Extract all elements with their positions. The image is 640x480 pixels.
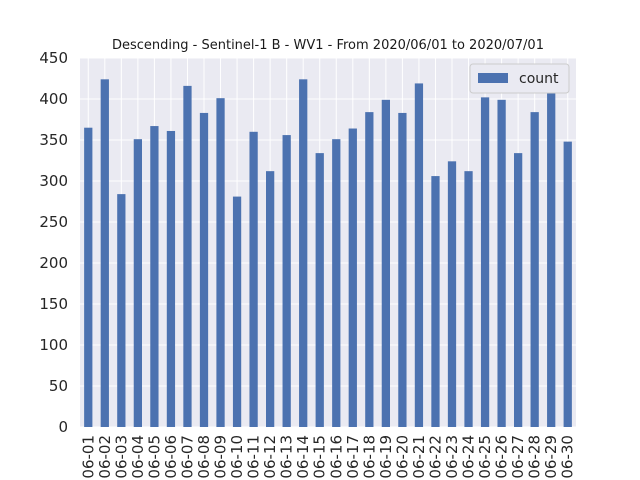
y-tick-label: 0	[58, 418, 68, 436]
y-tick-label: 200	[39, 254, 68, 272]
x-tick-label: 06-11	[245, 435, 263, 479]
bar	[563, 141, 572, 427]
bar	[100, 79, 109, 427]
x-tick-label: 06-13	[278, 435, 296, 479]
bars	[84, 79, 572, 428]
y-tick-label: 400	[39, 90, 68, 108]
y-tick-label: 300	[39, 172, 68, 190]
bar	[249, 131, 258, 428]
x-tick-label: 06-19	[377, 435, 395, 479]
y-tick-label: 50	[49, 377, 68, 395]
x-tick-label: 06-18	[360, 435, 378, 479]
bar	[232, 196, 242, 427]
x-tick-label: 06-10	[228, 435, 246, 479]
x-tick-label: 06-29	[542, 435, 560, 479]
x-tick-label: 06-27	[509, 435, 527, 479]
x-tick-label: 06-26	[493, 435, 511, 479]
bar	[117, 194, 126, 427]
bar	[332, 139, 341, 427]
legend: count	[469, 63, 570, 94]
bar	[514, 153, 523, 427]
x-tick-label: 06-21	[410, 435, 428, 479]
bar	[299, 79, 308, 427]
bar	[315, 153, 324, 427]
bar	[547, 81, 556, 427]
chart-title: Descending - Sentinel-1 B - WV1 - From 2…	[112, 38, 544, 53]
y-tick-label: 250	[39, 213, 68, 231]
x-tick-label: 06-04	[129, 435, 147, 479]
y-tick-label: 150	[39, 295, 68, 313]
x-tick-label: 06-01	[79, 435, 97, 479]
bar	[464, 171, 473, 427]
bar	[216, 98, 225, 428]
legend-box	[469, 63, 570, 94]
bar	[365, 112, 374, 428]
plot-area	[80, 58, 576, 427]
legend-label: count	[519, 71, 559, 87]
bar	[133, 139, 142, 427]
x-tick-label: 06-03	[112, 435, 130, 479]
y-axis: 0 50 100 150 200 250 300 350 400 450	[39, 49, 68, 436]
bar	[266, 171, 275, 427]
x-tick-label: 06-28	[526, 435, 544, 479]
x-tick-label: 06-17	[344, 435, 362, 479]
x-tick-label: 06-23	[443, 435, 461, 479]
bar	[431, 176, 440, 427]
y-tick-label: 450	[39, 49, 68, 67]
x-tick-label: 06-16	[327, 435, 345, 479]
bar	[199, 112, 209, 427]
x-tick-label: 06-14	[294, 435, 312, 479]
x-tick-label: 06-12	[261, 435, 279, 479]
x-tick-label: 06-06	[162, 435, 180, 479]
bar	[84, 127, 93, 427]
bar	[398, 112, 407, 427]
x-tick-label: 06-24	[460, 435, 478, 479]
y-tick-label: 350	[39, 131, 68, 149]
x-tick-label: 06-05	[145, 435, 163, 479]
bar	[166, 130, 176, 428]
bar	[348, 128, 357, 427]
y-tick-label: 100	[39, 336, 68, 354]
bar	[497, 99, 506, 427]
bar	[381, 99, 390, 427]
x-tick-label: 06-30	[559, 435, 577, 479]
x-tick-label: 06-08	[195, 435, 213, 479]
x-tick-label: 06-02	[96, 435, 114, 479]
x-tick-label: 06-22	[426, 435, 444, 479]
bar	[282, 135, 291, 427]
x-tick-label: 06-09	[212, 435, 230, 479]
bar	[150, 126, 159, 427]
bar	[447, 161, 457, 427]
bar	[530, 112, 539, 428]
legend-swatch	[478, 73, 508, 83]
bar	[480, 97, 490, 428]
bar	[414, 83, 424, 428]
x-tick-label: 06-07	[178, 435, 196, 479]
x-axis: 06-0106-0206-0306-0406-0506-0606-0706-08…	[79, 435, 576, 479]
x-tick-label: 06-25	[476, 435, 494, 479]
x-tick-label: 06-20	[393, 435, 411, 479]
x-tick-label: 06-15	[311, 435, 329, 479]
bar	[183, 85, 192, 427]
